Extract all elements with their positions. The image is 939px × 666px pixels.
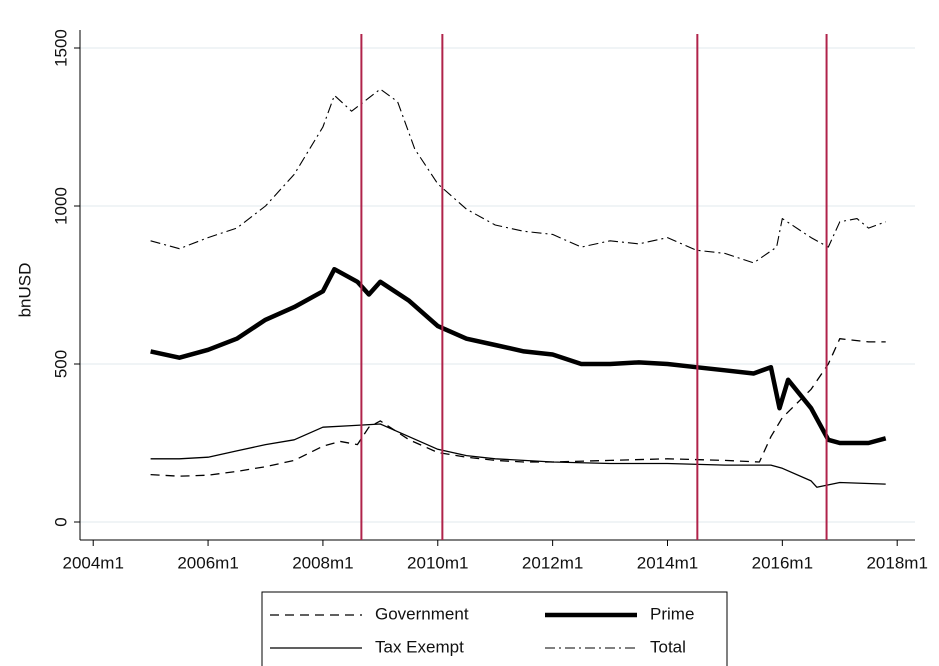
y-tick-label: 500 <box>51 350 70 378</box>
series-line <box>150 88 886 264</box>
x-tick-label: 2014m1 <box>637 553 698 572</box>
y-tick-label: 1500 <box>51 29 70 67</box>
x-tick-label: 2008m1 <box>292 553 353 572</box>
x-tick-label: 2010m1 <box>407 553 468 572</box>
x-tick-label: 2018m1 <box>866 553 927 572</box>
y-axis-title: bnUSD <box>15 263 34 318</box>
x-tick-label: 2006m1 <box>177 553 238 572</box>
legend-label: Government <box>375 604 469 623</box>
legend-box <box>261 591 728 666</box>
legend-label: Total <box>650 637 686 656</box>
x-tick-label: 2004m1 <box>62 553 123 572</box>
legend-label: Prime <box>650 604 694 623</box>
series-line <box>150 266 887 446</box>
series-line <box>150 423 886 488</box>
x-tick-label: 2016m1 <box>752 553 813 572</box>
y-tick-label: 1000 <box>51 187 70 225</box>
y-tick-label: 0 <box>51 517 70 526</box>
x-tick-label: 2012m1 <box>522 553 583 572</box>
legend-label: Tax Exempt <box>375 637 464 656</box>
